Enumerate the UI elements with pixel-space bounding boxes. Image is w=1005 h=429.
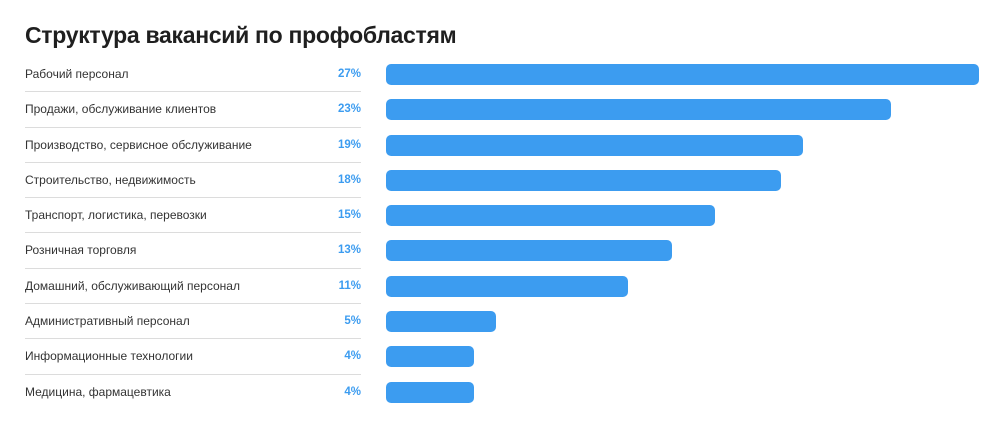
chart-title: Структура вакансий по профобластям (25, 22, 457, 48)
category-label: Продажи, обслуживание клиентов (25, 102, 217, 117)
chart-row: Розничная торговля 13% (25, 233, 985, 269)
row-divider (25, 91, 361, 93)
value-label: 4% (344, 350, 361, 363)
category-label: Информационные технологии (25, 349, 193, 364)
bar-chart: Рабочий персонал 27% Продажи, обслуживание… (25, 57, 985, 410)
bar (386, 346, 474, 368)
category-label: Рабочий персонал (25, 67, 129, 81)
value-label: 18% (337, 173, 361, 186)
row-divider (25, 373, 361, 375)
value-label: 11% (338, 279, 361, 292)
value-label: 27% (337, 68, 361, 80)
value-label: 13% (337, 244, 361, 257)
category-label: Розничная торговля (25, 243, 137, 258)
chart-row: Транспорт, логистика, перевозки 15% (25, 198, 985, 234)
value-label: 5% (344, 315, 361, 328)
row-divider (25, 267, 361, 269)
chart-row: Административный персонал 5% (25, 304, 985, 340)
bar (386, 64, 979, 85)
category-label: Строительство, недвижимость (25, 172, 196, 187)
chart-row: Медицина, фармацевтика 4% (25, 375, 985, 410)
value-label: 19% (337, 138, 361, 151)
chart-row: Производство, сервисное обслуживание 19% (25, 128, 985, 163)
row-divider (25, 232, 361, 234)
bar (386, 169, 782, 191)
chart-row: Рабочий персонал 27% (25, 57, 985, 93)
bar (386, 381, 474, 403)
row-divider (25, 303, 361, 305)
value-label: 4% (344, 385, 361, 398)
row-divider (25, 197, 361, 199)
bar (386, 275, 628, 297)
category-label: Административный персонал (25, 314, 190, 329)
row-divider (25, 126, 361, 128)
chart-row: Строительство, недвижимость 18% (25, 163, 985, 199)
bar (386, 99, 892, 121)
category-label: Медицина, фармацевтика (25, 384, 171, 399)
bar (386, 205, 716, 227)
category-label: Транспорт, логистика, перевозки (25, 208, 207, 223)
value-label: 23% (337, 103, 361, 116)
row-divider (25, 161, 361, 163)
chart-row: Информационные технологии 4% (25, 339, 985, 375)
row-divider (25, 338, 361, 340)
bar (386, 311, 496, 333)
chart-row: Домашний, обслуживающий персонал 11% (25, 269, 985, 305)
bar (386, 134, 804, 156)
chart-row: Продажи, обслуживание клиентов 23% (25, 92, 985, 128)
category-label: Домашний, обслуживающий персонал (25, 278, 240, 293)
value-label: 15% (337, 209, 361, 222)
category-label: Производство, сервисное обслуживание (25, 137, 252, 152)
bar (386, 240, 672, 262)
